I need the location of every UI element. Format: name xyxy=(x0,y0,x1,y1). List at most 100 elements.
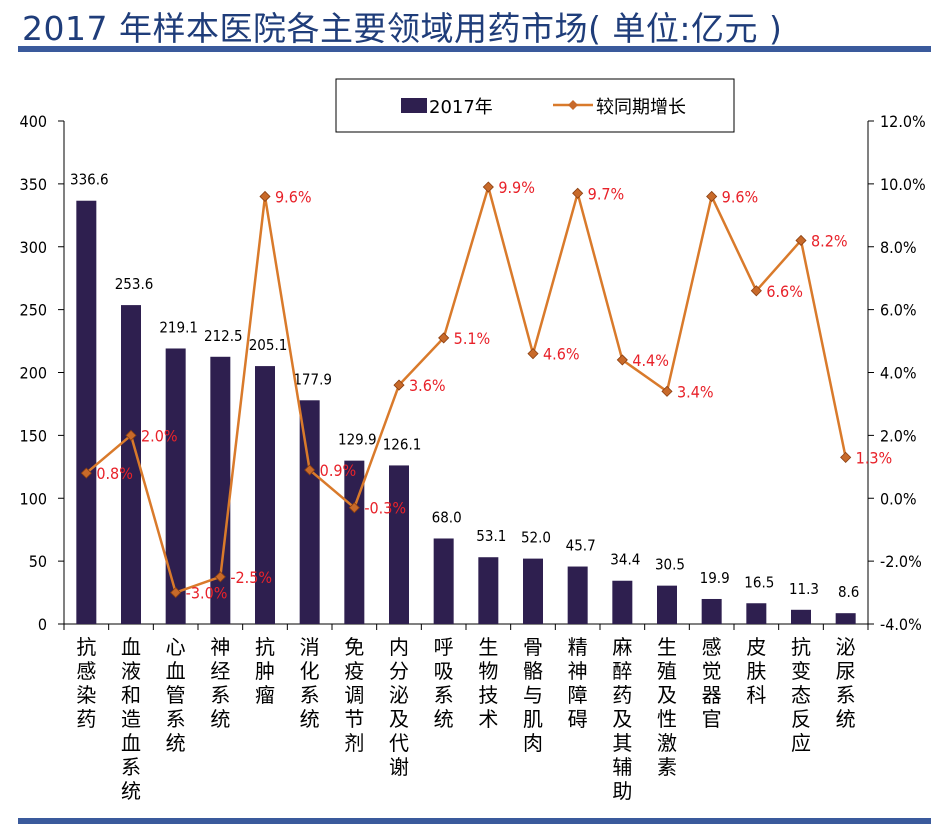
bar-value-label: 336.6 xyxy=(70,171,109,189)
growth-point xyxy=(795,234,807,247)
bar xyxy=(835,613,856,624)
bar xyxy=(657,585,677,624)
bar-value-label: 53.1 xyxy=(476,527,506,545)
category-label: 皮肤科 xyxy=(746,635,766,707)
bar-value-label: 34.4 xyxy=(610,551,640,569)
bar-value-label: 212.5 xyxy=(204,327,243,345)
bar xyxy=(299,400,320,624)
y-left-tick-label: 400 xyxy=(20,112,47,131)
growth-point xyxy=(616,354,628,366)
bar xyxy=(255,366,275,624)
growth-value-label: 3.6% xyxy=(409,376,446,395)
y-right-tick-label: -2.0% xyxy=(880,552,922,571)
bar-value-label: 205.1 xyxy=(249,336,288,354)
category-label: 神经系统 xyxy=(210,635,230,731)
bar-labels: 336.6 253.6 219.1 212.5 205.1 177.9 129.9 126.1… xyxy=(70,171,859,601)
y-right-tick-label: 8.0% xyxy=(880,238,917,257)
growth-point xyxy=(572,187,584,199)
category-label: 心血管系统 xyxy=(166,635,186,755)
y-left-tick-label: 250 xyxy=(20,301,47,320)
growth-value-label: -0.3% xyxy=(364,499,406,518)
category-label: 抗肿瘤 xyxy=(255,635,275,707)
growth-point xyxy=(125,429,137,441)
bar xyxy=(701,598,722,624)
bar xyxy=(76,200,97,624)
bars xyxy=(76,200,856,624)
growth-value-label: 9.7% xyxy=(588,184,625,203)
bar-value-label: 45.7 xyxy=(566,537,596,555)
category-labels: 抗感染药 血液和造血系统 心血管系统 神经系统 抗肿瘤 消化系统 免疫调节剂 内分泌及代谢 呼吸… xyxy=(76,635,855,803)
category-label: 内分泌及代谢 xyxy=(389,635,409,779)
bar xyxy=(121,305,141,624)
legend-line-label: 较同期增长 xyxy=(596,97,686,118)
y-left-tick-label: 100 xyxy=(20,489,47,508)
bar xyxy=(389,465,409,624)
growth-value-label: 4.6% xyxy=(543,345,580,364)
bottom-rule xyxy=(18,818,931,824)
growth-line xyxy=(80,181,852,599)
growth-point xyxy=(840,451,852,463)
bar-value-label: 68.0 xyxy=(432,508,462,526)
growth-line-path xyxy=(85,182,847,595)
bar xyxy=(746,603,767,624)
category-label: 生物技术 xyxy=(478,635,498,731)
growth-point xyxy=(661,385,673,397)
growth-value-label: 9.9% xyxy=(498,178,535,197)
growth-point xyxy=(706,190,718,203)
y-left-tick-label: 150 xyxy=(20,426,47,445)
growth-value-label: 9.6% xyxy=(275,187,312,206)
bar xyxy=(567,566,588,624)
bar xyxy=(210,356,231,624)
legend-bar-label: 2017年 xyxy=(429,97,493,118)
bar-value-label: 253.6 xyxy=(115,275,154,293)
bar-value-label: 8.6 xyxy=(838,583,859,601)
bar xyxy=(433,538,454,624)
growth-point xyxy=(482,181,494,193)
growth-value-label: 6.6% xyxy=(766,282,803,301)
bar-value-label: 52.0 xyxy=(521,529,551,547)
category-label: 抗变态反应 xyxy=(791,635,811,755)
y-left-tick-label: 300 xyxy=(20,238,47,257)
category-label: 免疫调节剂 xyxy=(344,635,364,755)
axes: 0 50 100 150 200 250 300 350 400 -4.0% -2.0% 0.0% 2.… xyxy=(20,112,926,634)
legend-bar-swatch xyxy=(401,98,427,113)
growth-point xyxy=(170,586,182,599)
bar xyxy=(165,348,186,624)
growth-value-label: -3.0% xyxy=(186,584,228,603)
growth-point xyxy=(214,571,226,583)
bar-value-label: 11.3 xyxy=(789,580,819,598)
bar xyxy=(612,580,633,624)
growth-point xyxy=(259,190,271,203)
growth-point xyxy=(393,379,405,391)
y-right-tick-label: 10.0% xyxy=(880,175,926,194)
category-label: 泌尿系统 xyxy=(836,635,856,731)
growth-value-label: 0.8% xyxy=(96,464,133,483)
growth-point xyxy=(438,332,450,344)
bar xyxy=(523,558,543,624)
category-label: 麻醉药及其辅助 xyxy=(612,635,632,803)
category-label: 感觉器官 xyxy=(702,635,722,731)
legend-line-marker xyxy=(568,100,578,110)
bar xyxy=(478,557,499,624)
y-right-tick-label: 6.0% xyxy=(880,301,917,320)
category-label: 生殖及性激素 xyxy=(657,635,677,779)
bar-value-label: 30.5 xyxy=(655,556,685,574)
growth-value-label: -2.5% xyxy=(230,568,272,587)
bar-value-label: 129.9 xyxy=(338,431,377,449)
y-left-tick-label: 0 xyxy=(38,615,47,634)
y-left-tick-label: 350 xyxy=(20,175,47,194)
growth-point xyxy=(80,467,92,479)
growth-value-label: 5.1% xyxy=(454,329,491,348)
bar-value-label: 219.1 xyxy=(159,318,198,336)
y-left-tick-label: 200 xyxy=(20,364,47,383)
bar-value-label: 126.1 xyxy=(383,435,422,453)
category-label: 血液和造血系统 xyxy=(121,635,141,803)
bar xyxy=(791,609,811,624)
growth-value-label: 8.2% xyxy=(811,231,848,250)
category-label: 精神障碍 xyxy=(568,635,588,731)
category-label: 消化系统 xyxy=(300,635,320,731)
y-right-tick-label: 0.0% xyxy=(880,489,917,508)
bar xyxy=(344,460,365,624)
growth-value-label: 2.0% xyxy=(141,426,178,445)
